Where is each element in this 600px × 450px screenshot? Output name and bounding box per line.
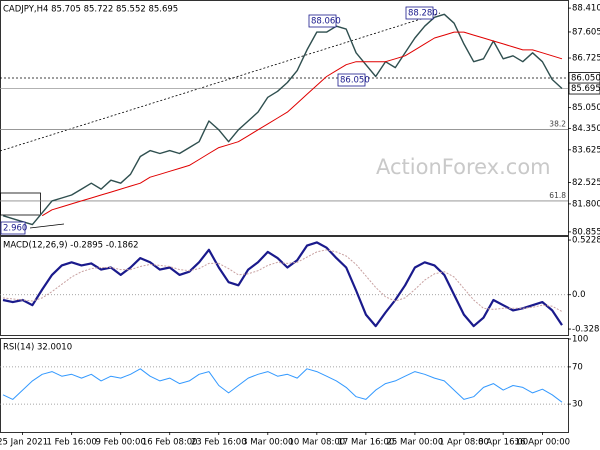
y-tick-label: 88.410 bbox=[572, 4, 600, 14]
series-line bbox=[2, 13, 563, 226]
y-tick-label: 82.525 bbox=[572, 178, 600, 188]
annotation: 88.280 bbox=[408, 9, 438, 19]
fib-label: 61.8 bbox=[549, 191, 566, 200]
x-tick-label: 17 Mar 16:00 bbox=[337, 438, 394, 448]
annotation-box bbox=[0, 221, 26, 235]
x-tick-label: 8 Apr 16:00 bbox=[478, 438, 528, 448]
x-tick-label: 16 Feb 08:00 bbox=[142, 438, 198, 448]
x-tick-label: 25 Jan 2021 bbox=[0, 438, 48, 448]
y-tick-label: 87.605 bbox=[572, 27, 600, 37]
annotation: 86.050 bbox=[340, 76, 370, 86]
annotation-box bbox=[337, 73, 366, 87]
channel-line bbox=[29, 223, 65, 229]
y-tick-label: 85.050 bbox=[572, 103, 600, 113]
fib-label: 38.2 bbox=[549, 120, 566, 129]
y-tick-label: 0.0 bbox=[572, 290, 586, 300]
watermark: ActionForex.com bbox=[376, 155, 551, 179]
y-tick-label: -0.3282 bbox=[572, 325, 600, 335]
y-tick-label: 84.350 bbox=[572, 124, 600, 134]
panel-frame bbox=[0, 236, 569, 336]
x-tick-label: 9 Feb 00:00 bbox=[96, 438, 146, 448]
y-tick-label: 80.855 bbox=[572, 227, 600, 237]
x-tick-label: 3 Mar 00:00 bbox=[242, 438, 293, 448]
trend-line bbox=[0, 12, 441, 152]
y-tick-label: 81.800 bbox=[572, 199, 600, 209]
annotation: 2.960 bbox=[3, 224, 27, 234]
panel-title: MACD(12,26,9) -0.2895 -0.1862 bbox=[3, 241, 139, 251]
y-tick-label: 0.5228 bbox=[572, 236, 600, 246]
x-tick-label: 16 Apr 00:00 bbox=[515, 438, 570, 448]
series-line bbox=[2, 241, 563, 328]
y-tick-label: 30 bbox=[572, 400, 583, 410]
x-tick-label: 1 Apr 08:00 bbox=[439, 438, 489, 448]
panel-title: CADJPY,H4 85.705 85.722 85.552 85.695 bbox=[3, 5, 178, 15]
series-line bbox=[2, 368, 563, 403]
series-line bbox=[2, 249, 563, 312]
price-label: 86.050 bbox=[571, 74, 600, 84]
x-tick-label: 23 Feb 16:00 bbox=[191, 438, 247, 448]
annotation: 88.060 bbox=[311, 17, 341, 27]
y-tick-label: 86.725 bbox=[572, 54, 600, 64]
price-label-box bbox=[568, 82, 600, 95]
price-label: 85.695 bbox=[571, 84, 600, 94]
series-line bbox=[41, 31, 563, 217]
panel-frame bbox=[0, 0, 569, 236]
annotation-box bbox=[308, 14, 337, 28]
y-tick-label: 70 bbox=[572, 362, 583, 372]
annotation-box bbox=[405, 6, 434, 20]
panel-title: RSI(14) 32.0010 bbox=[3, 343, 72, 353]
x-tick-label: 1 Feb 16:00 bbox=[46, 438, 96, 448]
y-tick-label: 100 bbox=[572, 335, 588, 345]
x-tick-label: 10 Mar 08:00 bbox=[288, 438, 345, 448]
y-tick-label: 83.625 bbox=[572, 145, 600, 155]
x-tick-label: 25 Mar 00:00 bbox=[387, 438, 444, 448]
panel-frame bbox=[0, 338, 569, 433]
